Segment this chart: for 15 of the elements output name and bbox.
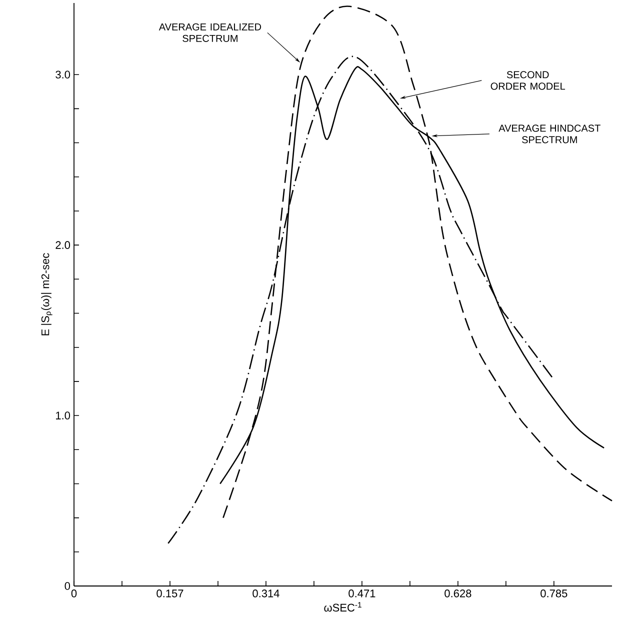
x-axis-title: ωSEC$^{-1}$ — [324, 602, 362, 612]
y-tick-label: 3.0 — [56, 70, 70, 78]
x-tick-label: 0.628 — [444, 590, 472, 598]
x-tick-label: 0.157 — [156, 590, 184, 598]
y-tick-label: 2.0 — [56, 241, 70, 249]
y-axis-title: E |S$_{ρ}$(ω)| m2-sec — [41, 253, 52, 336]
x-tick-label: 0.314 — [252, 590, 280, 598]
y-tick-label: 0 — [64, 582, 70, 590]
x-tick-label: 0.785 — [540, 590, 568, 598]
annotation: AVERAGE IDEALIZED SPECTRUM — [158, 23, 262, 42]
x-tick-label: 0.471 — [348, 590, 376, 598]
annotation: AVERAGE HINDCAST SPECTRUM — [498, 124, 600, 144]
annotation: SECOND ORDER MODEL — [490, 71, 566, 90]
x-tick-label: 0 — [71, 590, 77, 598]
y-tick-label: 1.0 — [56, 412, 70, 420]
